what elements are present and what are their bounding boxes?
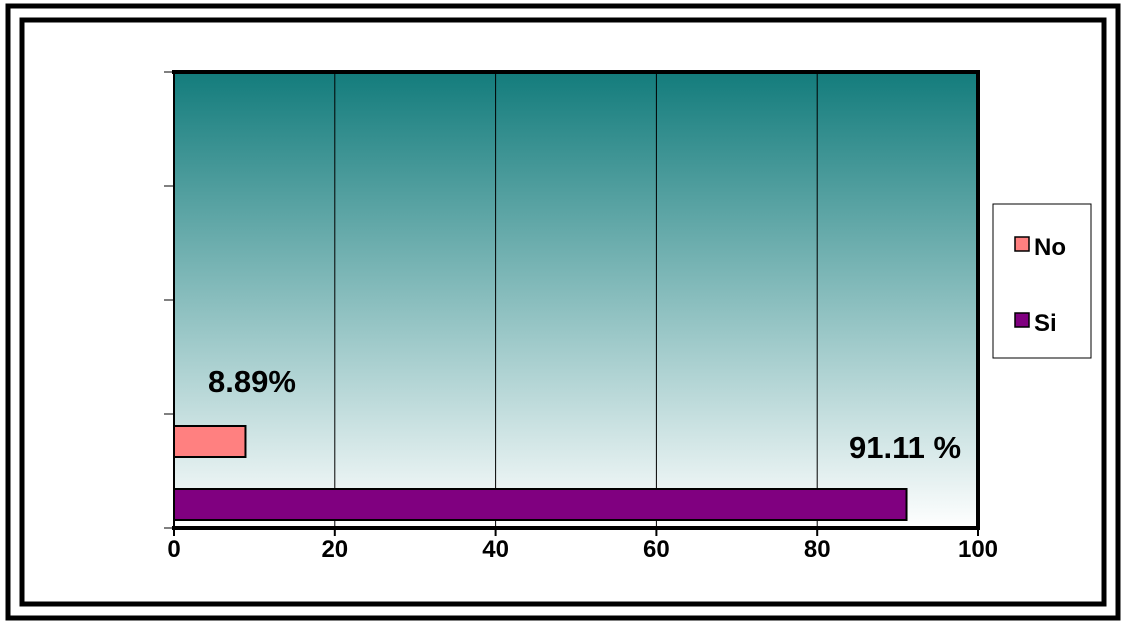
legend-swatch-no	[1014, 236, 1030, 252]
outer-border	[5, 3, 1121, 621]
x-tick-label: 20	[321, 536, 348, 563]
data-label-no: 8.89%	[208, 364, 296, 399]
x-tick-label: 100	[958, 536, 998, 563]
legend-box	[992, 203, 1092, 359]
x-tick-label: 80	[804, 536, 831, 563]
bar-no	[173, 425, 247, 458]
x-tick-label: 40	[482, 536, 509, 563]
x-tick-label: 0	[167, 536, 180, 563]
legend: No Si	[992, 203, 1092, 359]
inner-border	[19, 17, 1107, 607]
data-label-si: 91.11 %	[849, 430, 961, 465]
bars	[173, 425, 908, 521]
legend-label-si: Si	[1034, 310, 1057, 337]
plot-area	[174, 72, 978, 528]
y-axis-ticks	[164, 71, 174, 529]
data-labels: 8.89% 91.11 %	[208, 364, 961, 465]
x-tick-label: 60	[643, 536, 670, 563]
x-axis-tick-labels: 0 20 40 60 80 100	[167, 536, 998, 563]
legend-swatch-si	[1014, 312, 1030, 328]
bar-si	[173, 488, 908, 521]
legend-label-no: No	[1034, 234, 1066, 261]
